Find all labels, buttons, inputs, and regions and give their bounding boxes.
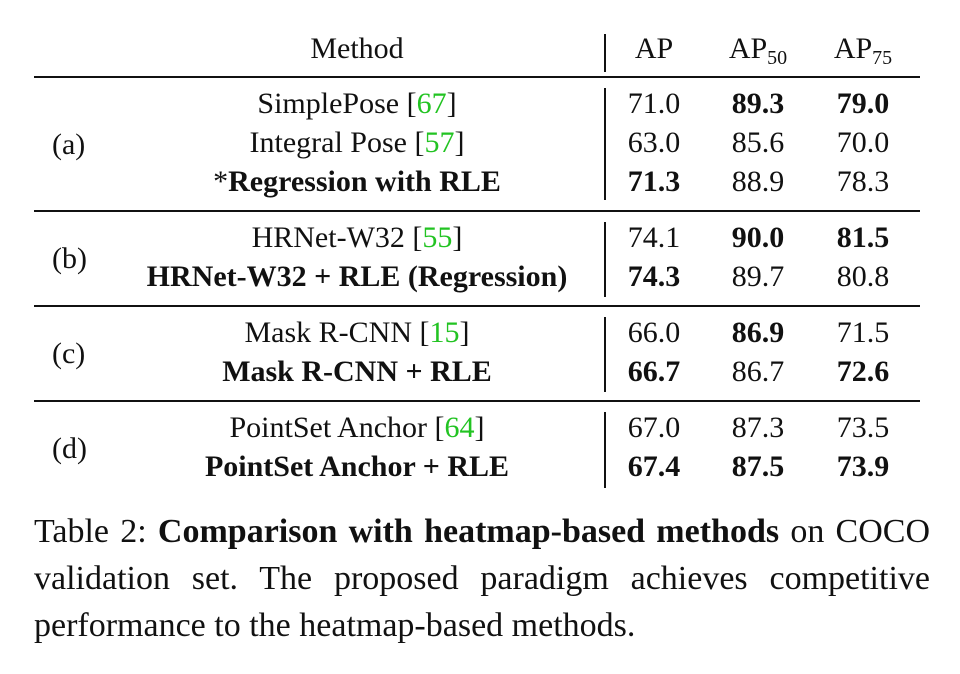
cell-ap: 71.0 — [627, 87, 681, 120]
method-label: Integral Pose [ — [249, 126, 425, 159]
cell-ap: 67.0 — [627, 411, 681, 444]
table-caption: Table 2: Comparison with heatmap-based m… — [34, 508, 930, 649]
rule-group-cd — [34, 400, 920, 402]
cell-ap50: 89.7 — [731, 260, 785, 293]
method-bracket: ] — [474, 411, 485, 444]
group-label-b: (b) — [52, 242, 87, 275]
caption-bold: Comparison with heatmap-based methods — [157, 513, 780, 550]
group-label-d: (d) — [52, 432, 87, 465]
citation-link[interactable]: 15 — [429, 316, 460, 349]
vrule-group-b — [604, 222, 606, 297]
cell-ap75: 73.5 — [836, 411, 890, 444]
vrule-header — [604, 34, 606, 72]
vrule-group-c — [604, 317, 606, 392]
header-ap50-base: AP — [728, 32, 768, 65]
method-hrnet: HRNet-W32 [55] — [157, 221, 557, 255]
method-bracket: ] — [446, 87, 457, 120]
citation-link[interactable]: 57 — [424, 126, 455, 159]
group-label-c: (c) — [52, 337, 86, 370]
method-label: HRNet-W32 [ — [251, 221, 423, 254]
method-pointset-anchor-rle: PointSet Anchor + RLE — [204, 450, 510, 483]
citation-link[interactable]: 67 — [416, 87, 447, 120]
cell-ap: 74.3 — [627, 260, 681, 293]
cell-ap75: 80.8 — [836, 260, 890, 293]
method-label: PointSet Anchor [ — [229, 411, 445, 444]
cell-ap50: 86.7 — [731, 355, 785, 388]
citation-link[interactable]: 55 — [422, 221, 453, 254]
method-mask-rcnn-rle: Mask R-CNN + RLE — [222, 355, 492, 388]
group-label-a: (a) — [52, 128, 86, 161]
cell-ap50: 90.0 — [731, 221, 785, 254]
cell-ap: 67.4 — [627, 450, 681, 483]
method-mask-rcnn: Mask R-CNN [15] — [157, 316, 557, 350]
citation-link[interactable]: 64 — [444, 411, 475, 444]
method-integral-pose: Integral Pose [57] — [157, 126, 557, 160]
cell-ap75: 70.0 — [836, 126, 890, 159]
cell-ap: 66.7 — [627, 355, 681, 388]
header-ap: AP — [634, 32, 674, 65]
cell-ap50: 87.3 — [731, 411, 785, 444]
cell-ap: 66.0 — [627, 316, 681, 349]
method-simplepose: SimplePose [67] — [157, 87, 557, 121]
cell-ap75: 71.5 — [836, 316, 890, 349]
method-label: Regression with RLE — [228, 165, 501, 198]
method-regression-rle: *Regression with RLE — [157, 165, 557, 199]
header-ap50-sub: 50 — [767, 47, 788, 69]
cell-ap75: 81.5 — [836, 221, 890, 254]
caption-prefix: Table 2: — [34, 513, 158, 550]
cell-ap75: 79.0 — [836, 87, 890, 120]
cell-ap: 74.1 — [627, 221, 681, 254]
method-asterisk: * — [213, 165, 229, 198]
cell-ap50: 87.5 — [731, 450, 785, 483]
method-hrnet-rle: HRNet-W32 + RLE (Regression) — [146, 260, 568, 293]
method-label: Mask R-CNN [ — [244, 316, 430, 349]
header-method: Method — [310, 32, 404, 65]
method-bracket: ] — [452, 221, 463, 254]
caption-text: on COCO validation set. The proposed par… — [34, 513, 931, 644]
header-ap75: AP75 — [818, 32, 908, 69]
rule-top — [34, 76, 920, 78]
rule-group-ab — [34, 210, 920, 212]
header-ap75-sub: 75 — [872, 47, 893, 69]
method-bracket: ] — [459, 316, 470, 349]
cell-ap50: 88.9 — [731, 165, 785, 198]
cell-ap75: 73.9 — [836, 450, 890, 483]
cell-ap: 71.3 — [627, 165, 681, 198]
cell-ap: 63.0 — [627, 126, 681, 159]
vrule-group-a — [604, 88, 606, 200]
method-bracket: ] — [454, 126, 465, 159]
method-pointset-anchor: PointSet Anchor [64] — [157, 411, 557, 445]
cell-ap50: 85.6 — [731, 126, 785, 159]
vrule-group-d — [604, 412, 606, 488]
cell-ap50: 86.9 — [731, 316, 785, 349]
rule-group-bc — [34, 305, 920, 307]
header-ap50: AP50 — [713, 32, 803, 69]
cell-ap75: 72.6 — [836, 355, 890, 388]
header-ap75-base: AP — [833, 32, 873, 65]
cell-ap50: 89.3 — [731, 87, 785, 120]
method-label: SimplePose [ — [257, 87, 417, 120]
cell-ap75: 78.3 — [836, 165, 890, 198]
